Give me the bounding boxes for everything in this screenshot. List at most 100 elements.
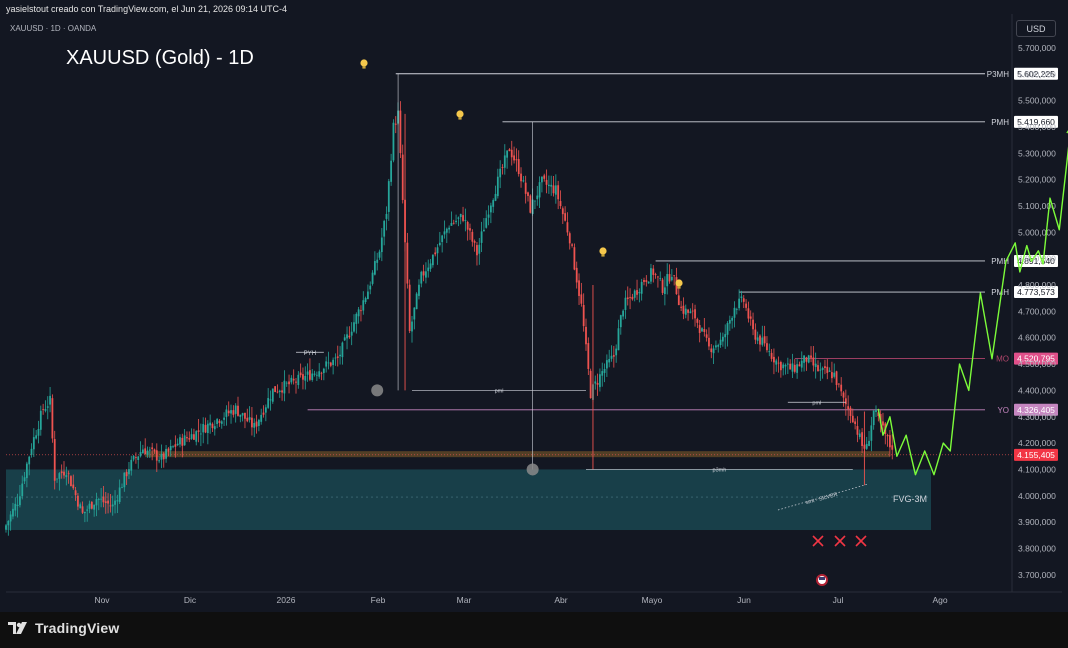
candle-body — [868, 440, 870, 446]
candle-body — [144, 448, 147, 455]
candle-body — [281, 390, 283, 393]
candle-body — [831, 372, 833, 379]
candle-body — [244, 412, 246, 419]
candle-body — [552, 185, 555, 194]
candle-body — [812, 357, 815, 366]
candle-body — [629, 296, 631, 298]
candle-body — [715, 345, 717, 348]
candle-body — [566, 222, 569, 233]
candle-body — [225, 409, 228, 417]
candle-body — [353, 322, 355, 332]
candle-body — [123, 472, 126, 488]
candle-body — [550, 184, 553, 187]
candle-body — [510, 149, 513, 158]
candle-body — [826, 366, 829, 373]
candle-body — [135, 457, 137, 458]
candle-body — [302, 374, 304, 380]
candle-body — [406, 242, 409, 284]
lightbulb-base — [458, 117, 462, 120]
candle-body — [128, 469, 130, 475]
tradingview-brand: TradingView — [35, 620, 120, 636]
candle-body — [355, 313, 358, 324]
candle-body — [162, 453, 165, 460]
candle-body — [130, 459, 133, 471]
x-tick-label: Ago — [932, 595, 947, 605]
candle-body — [58, 473, 61, 479]
price-chart[interactable]: XAUUSD · 1D · OANDA FVG-3M P3MH 5.602,225 PM… — [0, 0, 1068, 612]
candle-body — [761, 337, 764, 345]
candle-body — [169, 446, 172, 451]
candle-body — [292, 378, 295, 381]
y-tick-label: 5.300,000 — [1018, 148, 1056, 158]
candle-body — [385, 213, 388, 219]
candle-body — [489, 205, 492, 213]
candle-body — [647, 281, 650, 284]
event-flag-canton — [819, 577, 825, 580]
candle-body — [557, 185, 560, 200]
currency-button[interactable]: USD — [1016, 20, 1056, 37]
y-tick-label: 5.500,000 — [1018, 96, 1056, 106]
candle-body — [810, 355, 812, 358]
candle-body — [705, 334, 708, 338]
x-tick-label: Feb — [371, 595, 386, 605]
candle-body — [334, 357, 337, 359]
candle-body — [575, 267, 578, 283]
candle-body — [605, 360, 608, 369]
candle-body — [369, 285, 372, 290]
candle-body — [309, 370, 311, 380]
candle-body — [95, 499, 98, 506]
candle-body — [60, 471, 63, 474]
candle-body — [274, 386, 277, 392]
candle-body — [427, 267, 430, 272]
lightbulb-icon — [675, 279, 683, 289]
candle-body — [65, 475, 68, 478]
candle-body — [469, 228, 471, 231]
candle-body — [844, 398, 847, 405]
candle-body — [624, 297, 627, 310]
candle-body — [573, 247, 576, 270]
candle-body — [754, 329, 757, 340]
candle-body — [285, 382, 288, 384]
candle-body — [670, 276, 673, 281]
candle-body — [186, 437, 188, 439]
candle-body — [587, 343, 590, 369]
candle-body — [496, 176, 499, 197]
candle-body — [199, 433, 202, 435]
candle-body — [499, 168, 502, 178]
candle-body — [687, 309, 689, 313]
symbol-info: XAUUSD · 1D · OANDA — [10, 24, 97, 33]
candle-body — [318, 371, 321, 377]
level-tag-pmh: PMH — [991, 257, 1009, 266]
candle-body — [622, 310, 625, 317]
candle-body — [529, 195, 532, 213]
candle-body — [708, 337, 710, 347]
y-tick-label: 4.000,000 — [1018, 491, 1056, 501]
candle-body — [476, 245, 478, 256]
candle-body — [854, 421, 857, 425]
candle-body — [696, 319, 699, 323]
candle-body — [12, 508, 14, 517]
candle-body — [473, 241, 476, 243]
candle-body — [239, 414, 242, 417]
pyh-label: PYH — [304, 351, 316, 357]
candle-body — [554, 185, 557, 195]
candle-body — [517, 159, 520, 175]
candle-body — [264, 407, 267, 413]
candle-body — [246, 417, 249, 422]
candle-body — [594, 381, 597, 384]
candle-body — [775, 360, 778, 365]
tradingview-logo[interactable]: TradingView — [8, 620, 119, 636]
candle-body — [181, 437, 184, 446]
candle-body — [343, 337, 346, 341]
candle-body — [585, 326, 587, 345]
lightbulb-base — [677, 286, 681, 289]
candle-body — [172, 446, 174, 448]
candle-body — [821, 367, 824, 371]
candle-body — [793, 364, 796, 372]
candle-body — [39, 410, 42, 430]
candle-body — [779, 362, 782, 371]
candle-body — [190, 434, 193, 439]
candle-body — [619, 315, 622, 328]
candle-body — [784, 365, 787, 367]
candle-body — [851, 415, 854, 423]
